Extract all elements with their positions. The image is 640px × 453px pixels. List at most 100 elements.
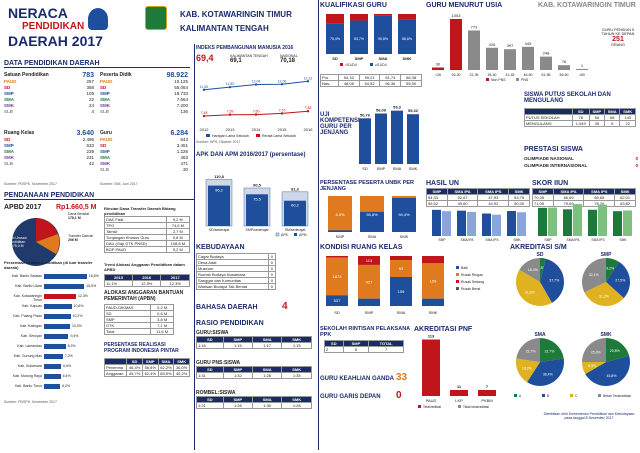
legend-label: Rusak Berat: [461, 287, 480, 291]
peserta-block: Peserta Didik 98.922 PAUD 10.125 SD 55.064 SM…: [100, 72, 188, 115]
table-row: Total 11,6 M: [103, 328, 174, 335]
stat-row: PAUD 10.125: [100, 79, 188, 85]
stat-key: PAUD: [100, 79, 113, 84]
pnf-value: 7: [486, 384, 489, 389]
hasil-bar-a: [482, 213, 491, 236]
pct-label: 83,7%: [354, 37, 364, 41]
table-cell: 50,00: [508, 200, 530, 207]
pie-value: 27,5%: [615, 279, 625, 283]
persen-label: Kab. Kotawaringin Timur: [13, 294, 42, 302]
stat-row: SLB 42: [4, 161, 94, 167]
kondisi-segment: [422, 256, 444, 264]
table-cell: 44,92: [477, 200, 510, 207]
stat-value: 257: [86, 79, 94, 84]
pie-value: 22,7%: [526, 350, 536, 354]
stat-value: 18.733: [174, 91, 188, 96]
unbk-chart: 4,5% SMP 55,8% SMA 94,4% SMK: [328, 196, 416, 239]
table-cell: 63,82: [614, 200, 636, 207]
category-label: SMA: [379, 56, 388, 61]
category-label: 41-45: [506, 73, 515, 77]
rata-point: [202, 114, 206, 118]
category-label: 26-30: [452, 73, 461, 77]
table-cell: Nas.: [320, 80, 339, 87]
stat-value: 239: [86, 149, 94, 154]
category-label: SMK: [429, 310, 438, 315]
persen-row: Kab. Gunung Mas 7,2%: [4, 352, 100, 362]
stat-value: 1.226: [176, 149, 188, 154]
harapan-label: 11,82: [226, 82, 235, 86]
above-s1-bar: [350, 20, 368, 54]
pnf-value: 113: [428, 334, 435, 339]
ipm-section: INDEKS PEMBANGUNAN MANUSIA 2016 69,4 KAL…: [196, 45, 316, 147]
stat-key: SD: [4, 85, 11, 90]
stat-key: SMK: [100, 161, 110, 166]
table-cell: 56,36: [379, 80, 402, 87]
unbk-value: 94,4%: [398, 212, 410, 217]
persen-value: 16,5%: [88, 274, 99, 278]
table-row: 1:16 1:15 1:17 1:15: [196, 342, 312, 349]
stat-value: 24: [88, 103, 94, 108]
pie-slice: [606, 258, 620, 282]
iiun-bar-a: [613, 211, 622, 236]
category-label: 51-55: [542, 73, 551, 77]
stat-row: SD 368: [4, 85, 94, 91]
persen-row: Kab. Kotawaringin Timur 12,3%: [4, 292, 100, 302]
table-cell: 7: [368, 346, 404, 353]
transfer-val: 206 M: [68, 238, 78, 242]
dana-val: 178,1 M: [68, 216, 81, 220]
rincian-table: DAK Fisik 9,2 M TPG 74,5 M Tamsil 2,7 M Tunjan…: [104, 216, 191, 253]
title-line2: PENDIDIKAN: [22, 21, 85, 32]
stat-row: SMK 471: [100, 161, 188, 167]
usia-value: 248: [543, 51, 550, 56]
rata-point: [280, 112, 284, 115]
apbd-label: APBD 2017: [4, 204, 42, 211]
pie-slice: [606, 338, 630, 362]
apm-bar: [246, 194, 268, 226]
putus-section: SISWA PUTUS SEKOLAH DAN MENGULANG SD SMP S…: [524, 92, 638, 144]
table-cell: 1:17: [251, 342, 283, 349]
persen-label: Kab. Barito Selatan: [11, 274, 42, 278]
uji-title: UJI KOMPETENSI GURU PER JENJANG: [320, 112, 360, 136]
below-s1-bar: [326, 14, 344, 24]
stat-row: SMP 18.733: [100, 91, 188, 97]
pie-value: 45,8%: [607, 374, 617, 378]
harapan-point: [306, 80, 310, 83]
table-row: MENGULANG 1.049 35 5 22: [524, 120, 636, 127]
table-cell: 2: [324, 346, 344, 353]
stat-value: 10.125: [174, 79, 188, 84]
usia-value: 773: [471, 24, 478, 29]
category-label: SMA: [397, 310, 406, 315]
legend-swatch: [456, 273, 459, 276]
usia-value: 426: [489, 42, 496, 47]
prestasi-row: OLIMPIADE INTERNASIONAL 0: [524, 162, 638, 169]
kondisi-segment: [390, 260, 412, 277]
category-label: SMP: [544, 238, 552, 242]
category-label: 31-35: [470, 73, 479, 77]
stat-key: SD: [4, 137, 11, 142]
apk-section: APK DAN APM 2016/2017 (persentase) 110,8…: [196, 152, 316, 242]
kondisi-segment: [358, 298, 380, 306]
persen-title: Persentase urusan pendidikan (di luar tr…: [4, 260, 93, 270]
stat-row: SMP 633: [4, 143, 94, 149]
uji-bar: [359, 118, 371, 164]
persen-bar: [44, 314, 71, 319]
table-cell: 45,7%: [126, 370, 143, 377]
harapan-point: [228, 85, 232, 89]
table-cell: 5: [342, 346, 370, 353]
stat-key: SLB: [4, 161, 13, 166]
legend-label: APM: [299, 233, 307, 237]
kondisi-chart: 1873 537 SD 113 427 SMP 93 159 SMA 159 SMK Baik Rusa…: [326, 256, 484, 315]
legend-label: B: [547, 394, 549, 398]
kebudayaan-title: KEBUDAYAAN: [196, 244, 245, 251]
table-cell: 48,08: [337, 80, 360, 87]
rata-point: [228, 113, 232, 116]
stat-key: SLB: [100, 167, 109, 172]
kondisi-segment: [422, 298, 444, 306]
rombel-table: SD SMP SMA SMK 1:21 1:28 1:30 1:28: [196, 396, 312, 409]
un-table: Pro. 54,33 59,21 61,74 66,38 Nas. 48,08 54,52 56…: [320, 74, 422, 87]
persen-bar: [44, 374, 61, 379]
persen-bar: [44, 304, 72, 309]
iiun-table: SMP SMA IPA SMA IPS SMK 70,35 66,69 65,65 62,01…: [532, 188, 636, 207]
kondisi-segment: [326, 257, 348, 296]
persen-bar: [44, 324, 70, 329]
